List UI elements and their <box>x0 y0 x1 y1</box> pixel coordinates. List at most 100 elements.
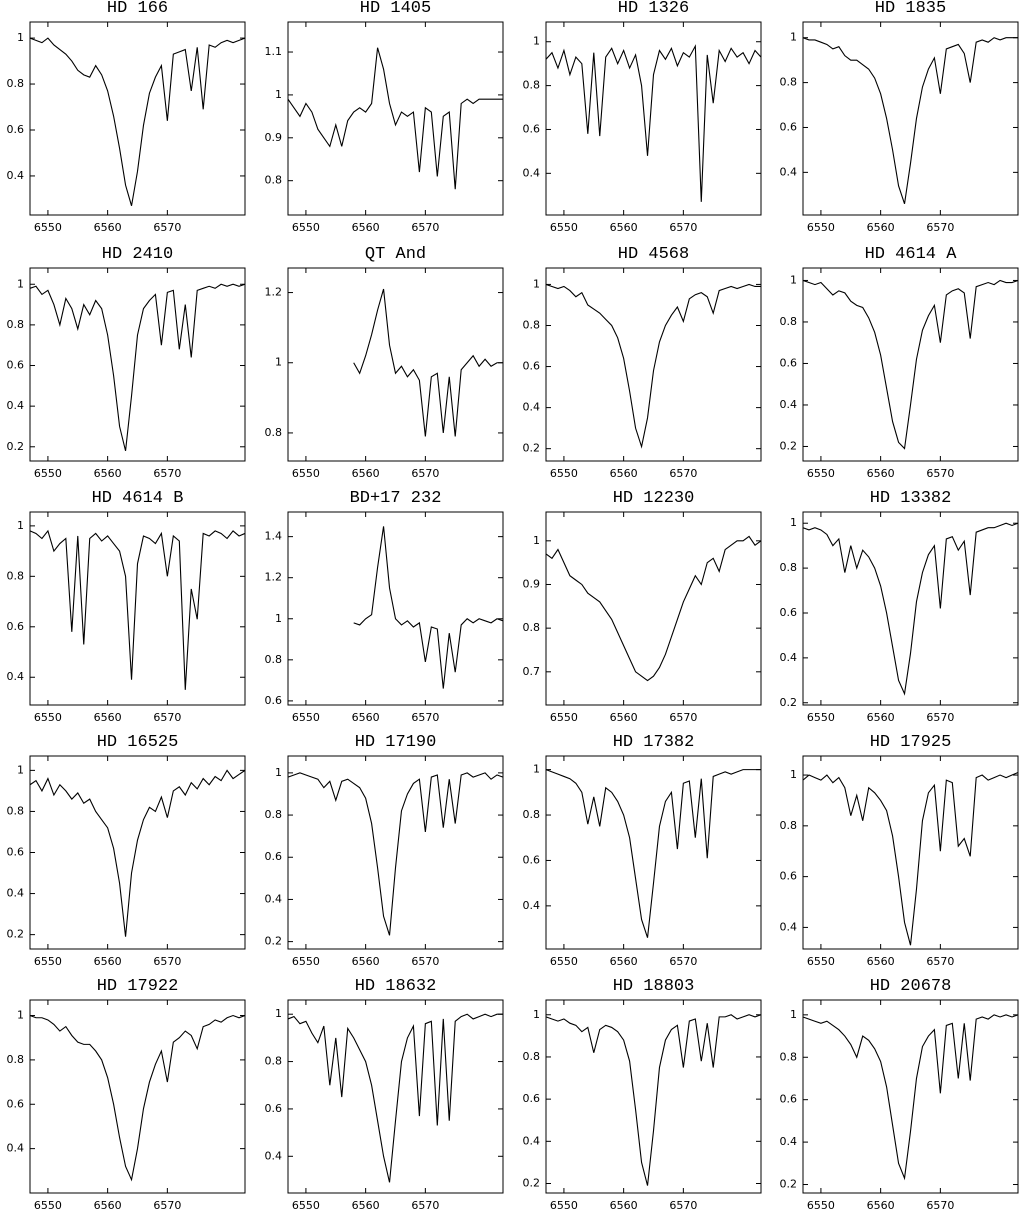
y-tick-label: 0.8 <box>265 1055 283 1068</box>
panel: HD 4614 B 6550 6560 6570 0.4 0.6 0.8 1 <box>7 489 246 724</box>
x-tick-label: 6560 <box>94 1199 122 1212</box>
x-tick-label: 6570 <box>669 221 697 234</box>
y-tick-label: 0.6 <box>7 359 25 372</box>
panel: HD 166 6550 6560 6570 0.4 0.6 0.8 1 <box>7 0 246 234</box>
x-tick-label: 6560 <box>867 221 895 234</box>
plot-frame <box>29 999 246 1194</box>
y-tick-label: 0.8 <box>523 1050 541 1063</box>
x-tick-label: 6550 <box>292 955 320 968</box>
y-tick-label: 0.2 <box>523 442 541 455</box>
y-tick-label: 0.4 <box>265 892 283 905</box>
y-tick-label: 0.6 <box>780 356 798 369</box>
plot-frame <box>802 21 1019 216</box>
x-tick-label: 6550 <box>34 221 62 234</box>
x-tick-label: 6560 <box>610 955 638 968</box>
y-tick-label: 0.4 <box>7 1142 25 1155</box>
spectrum-line <box>287 772 504 936</box>
panel: HD 1405 6550 6560 6570 0.8 0.9 1 1.1 <box>265 0 504 234</box>
panel-title: HD 166 <box>107 0 168 18</box>
y-tick-label: 0.4 <box>7 670 25 683</box>
plot-frame <box>287 755 504 950</box>
x-tick-label: 6570 <box>411 955 439 968</box>
y-tick-label: 0.2 <box>780 439 798 452</box>
plot-frame <box>802 511 1019 706</box>
y-tick-label: 1 <box>17 277 24 290</box>
plot-frame <box>287 267 504 462</box>
y-tick-label: 1.2 <box>265 286 283 299</box>
panel-title: HD 16525 <box>97 733 179 752</box>
y-tick-label: 0.4 <box>780 165 798 178</box>
panel-title: HD 17925 <box>870 733 952 752</box>
y-tick-label: 0.8 <box>7 804 25 817</box>
y-tick-label: 0.8 <box>523 808 541 821</box>
y-tick-label: 1 <box>533 35 540 48</box>
panel-title: HD 1405 <box>360 0 431 18</box>
x-tick-label: 6570 <box>669 711 697 724</box>
spectrum-line <box>545 1014 762 1186</box>
y-tick-label: 0.8 <box>265 808 283 821</box>
x-tick-label: 6550 <box>34 955 62 968</box>
plot-frame <box>29 267 246 462</box>
y-tick-label: 0.8 <box>7 569 25 582</box>
plot-frame <box>545 755 762 950</box>
y-tick-label: 0.6 <box>265 850 283 863</box>
x-tick-label: 6550 <box>550 955 578 968</box>
panel-title: HD 18632 <box>355 977 437 996</box>
y-tick-label: 1 <box>275 612 282 625</box>
x-tick-label: 6560 <box>867 955 895 968</box>
panel: HD 16525 6550 6560 6570 0.2 0.4 0.6 0.8 1 <box>7 733 246 968</box>
spectrum-line <box>29 283 246 451</box>
x-tick-label: 6560 <box>610 711 638 724</box>
x-tick-label: 6570 <box>411 221 439 234</box>
y-tick-label: 0.9 <box>265 131 283 144</box>
x-tick-label: 6570 <box>153 467 181 480</box>
y-tick-label: 0.8 <box>780 76 798 89</box>
x-tick-label: 6550 <box>292 711 320 724</box>
x-tick-label: 6570 <box>669 955 697 968</box>
x-tick-label: 6550 <box>807 711 835 724</box>
y-tick-label: 0.6 <box>523 360 541 373</box>
x-tick-label: 6570 <box>669 1199 697 1212</box>
y-tick-label: 0.9 <box>523 577 541 590</box>
panel-title: HD 13382 <box>870 489 952 508</box>
y-tick-label: 0.6 <box>7 846 25 859</box>
spectrum-line <box>29 529 246 690</box>
spectrum-line <box>29 1014 246 1182</box>
panel-title: HD 18803 <box>613 977 695 996</box>
x-tick-label: 6570 <box>153 1199 181 1212</box>
x-tick-label: 6560 <box>610 1199 638 1212</box>
x-tick-label: 6570 <box>411 467 439 480</box>
y-tick-label: 0.2 <box>523 1177 541 1190</box>
x-tick-label: 6570 <box>926 1199 954 1212</box>
spectrum-line <box>545 44 762 202</box>
x-tick-label: 6560 <box>352 467 380 480</box>
panel-title: HD 4568 <box>618 245 689 264</box>
y-tick-label: 0.8 <box>265 653 283 666</box>
panel: HD 4568 6550 6560 6570 0.2 0.4 0.6 0.8 1 <box>523 245 762 480</box>
plot-frame <box>545 21 762 216</box>
y-tick-label: 0.8 <box>780 561 798 574</box>
x-tick-label: 6560 <box>610 467 638 480</box>
panel: HD 20678 6550 6560 6570 0.2 0.4 0.6 0.8 1 <box>780 977 1019 1212</box>
y-tick-label: 1 <box>790 1008 797 1021</box>
y-tick-label: 0.4 <box>7 399 25 412</box>
plot-frame <box>802 267 1019 462</box>
y-tick-label: 0.4 <box>523 899 541 912</box>
panel-title: HD 4614 B <box>92 489 184 508</box>
panel: HD 17922 6550 6560 6570 0.4 0.6 0.8 1 <box>7 977 246 1212</box>
panel: HD 17925 6550 6560 6570 0.4 0.6 0.8 1 <box>780 733 1019 968</box>
x-tick-label: 6570 <box>411 1199 439 1212</box>
y-tick-label: 0.8 <box>7 77 25 90</box>
spectrum-line <box>545 535 762 682</box>
y-tick-label: 1 <box>533 534 540 547</box>
x-tick-label: 6550 <box>807 1199 835 1212</box>
y-tick-label: 1 <box>275 88 282 101</box>
y-tick-label: 1 <box>790 768 797 781</box>
y-tick-label: 1.2 <box>265 571 283 584</box>
y-tick-label: 1 <box>790 31 797 44</box>
y-tick-label: 0.2 <box>265 935 283 948</box>
y-tick-label: 0.8 <box>523 621 541 634</box>
y-tick-label: 0.4 <box>780 651 798 664</box>
x-tick-label: 6570 <box>926 467 954 480</box>
